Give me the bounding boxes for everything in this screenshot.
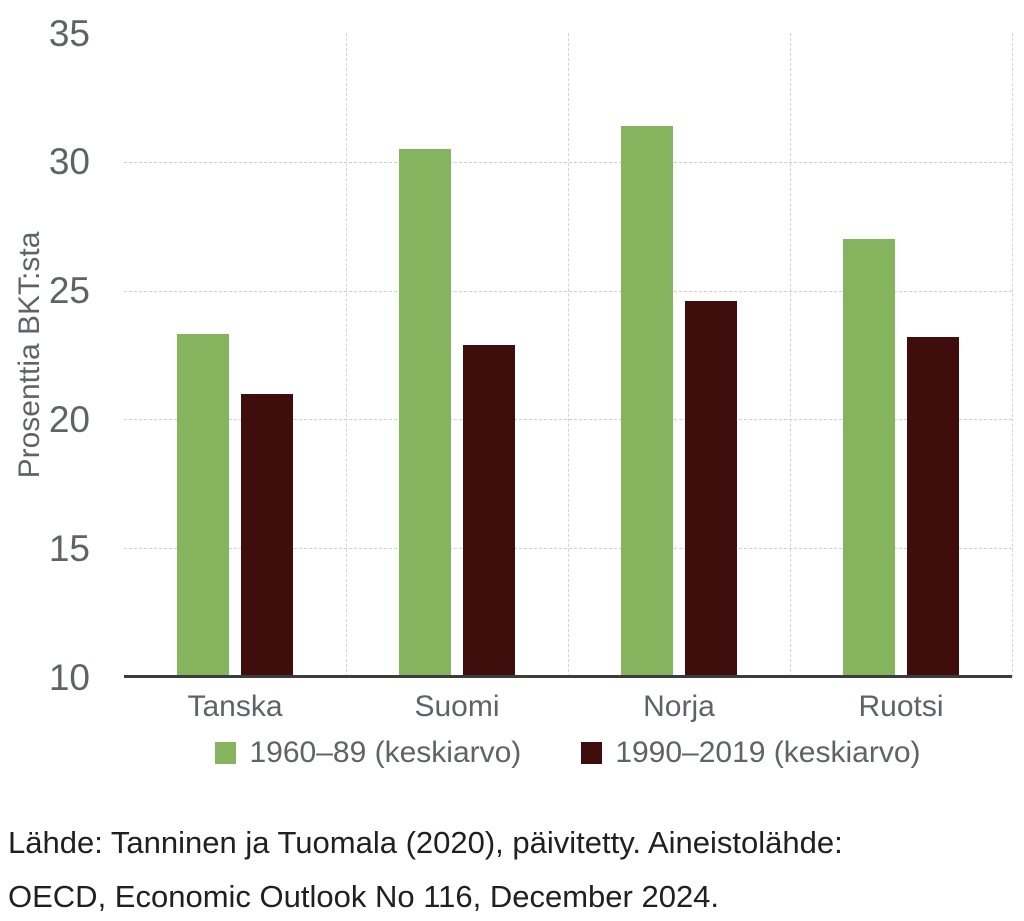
bar-ruotsi-series2 [907,336,959,677]
gridline-vertical [346,33,347,677]
y-axis-tick-label: 10 [48,656,90,698]
x-axis-label-suomi: Suomi [414,690,500,723]
gridline-vertical [1012,33,1013,677]
legend-item-series1: 1960–89 (keskiarvo) [215,736,521,770]
y-axis-tick-label: 30 [48,141,90,183]
x-axis-label-tanska: Tanska [187,690,283,723]
chart-legend: 1960–89 (keskiarvo) 1990–2019 (keskiarvo) [124,736,1012,770]
legend-label: 1960–89 (keskiarvo) [249,736,522,769]
legend-item-series2: 1990–2019 (keskiarvo) [581,736,921,770]
bar-suomi-series2 [463,344,515,677]
gridline-vertical [790,33,791,677]
bar-tanska-series2 [241,393,293,677]
y-axis-tick-label: 20 [48,398,90,440]
y-axis-tick-label: 25 [48,270,90,312]
legend-color-swatch [215,742,237,764]
y-axis-title: Prosenttia BKT:sta [13,231,46,479]
x-axis-label-norja: Norja [643,690,715,723]
y-axis-tick-label: 15 [48,527,90,569]
legend-label: 1990–2019 (keskiarvo) [615,736,921,769]
x-axis-label-ruotsi: Ruotsi [858,690,944,723]
y-axis-tick-label: 35 [48,12,90,54]
bar-ruotsi-series1 [843,239,895,677]
source-note-line2: OECD, Economic Outlook No 116, December … [8,879,720,914]
x-axis-line [124,675,1012,678]
source-note: Lähde: Tanninen ja Tuomala (2020), päivi… [8,816,1018,921]
bar-tanska-series1 [177,334,229,677]
bar-norja-series1 [621,125,673,677]
bar-norja-series2 [685,300,737,677]
gridline-vertical [568,33,569,677]
source-note-line1: Lähde: Tanninen ja Tuomala (2020), päivi… [8,825,843,860]
bar-suomi-series1 [399,148,451,677]
legend-color-swatch [581,742,603,764]
